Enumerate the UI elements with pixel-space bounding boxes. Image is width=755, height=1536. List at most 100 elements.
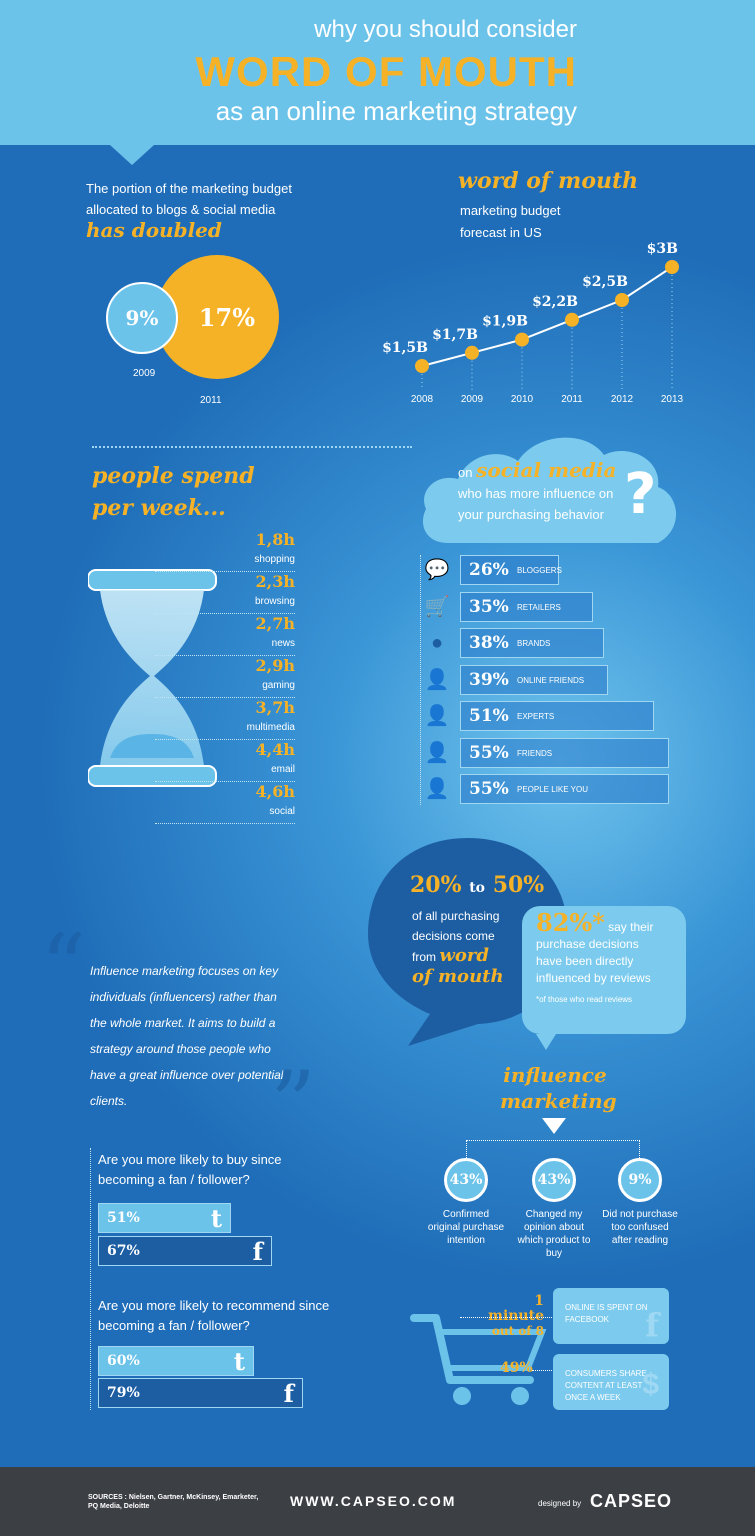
forecast-point bbox=[665, 260, 679, 274]
forecast-sub1: marketing budget bbox=[460, 203, 561, 218]
footer-sources: SOURCES : Nielsen, Gartner, McKinsey, Em… bbox=[88, 1494, 259, 1510]
wom-range-a: 20% bbox=[410, 872, 462, 898]
influence-label: BLOGGERS bbox=[517, 566, 562, 575]
reviews-text: 82%* say their purchase decisions have b… bbox=[536, 911, 682, 1008]
footer-site-link[interactable]: WWW.CAPSEO.COM bbox=[290, 1493, 457, 1509]
person-heart-icon: 👤 bbox=[424, 778, 450, 800]
circle-2009: 9% bbox=[106, 282, 178, 354]
label-2009: 2009 bbox=[133, 368, 156, 379]
influence-circle: 43% bbox=[444, 1158, 488, 1202]
week-item: 4,6h social bbox=[155, 782, 295, 824]
twitter-recommend-pct: 60% bbox=[107, 1353, 140, 1369]
week-hours: 4,4h bbox=[255, 740, 295, 759]
forecast-value-label: $1,5B bbox=[382, 340, 428, 356]
forecast-sub2: forecast in US bbox=[460, 225, 542, 240]
footer: SOURCES : Nielsen, Gartner, McKinsey, Em… bbox=[0, 1467, 755, 1536]
week-activity: browsing bbox=[254, 596, 295, 607]
week-activity: news bbox=[271, 638, 295, 649]
twitter-icon: t bbox=[210, 1204, 222, 1233]
cloud-shape bbox=[422, 437, 677, 543]
budget-line1: The portion of the marketing budget bbox=[86, 181, 292, 196]
week-hours: 2,7h bbox=[255, 614, 295, 633]
value-2011: 17% bbox=[198, 302, 255, 332]
influence-bar: 26% BLOGGERS bbox=[460, 555, 562, 585]
fans-q1: Are you more likely to buy since becomin… bbox=[98, 1152, 282, 1187]
budget-emph: has doubled bbox=[86, 218, 222, 242]
wom-range: 20% to 50% bbox=[410, 872, 544, 898]
influence-bar: 55% FRIENDS bbox=[460, 737, 669, 768]
forecast-year-label: 2008 bbox=[411, 394, 434, 405]
influence-label: ONLINE FRIENDS bbox=[517, 675, 585, 685]
header-title: WORD OF MOUTH bbox=[195, 48, 577, 95]
wom-from: from bbox=[412, 950, 436, 964]
influence-title: influence marketing bbox=[500, 1062, 617, 1114]
twitter-buy-pct: 51% bbox=[107, 1210, 140, 1226]
influence-bar: 35% RETAILERS bbox=[460, 591, 593, 622]
forecast-value-label: $1,7B bbox=[432, 327, 478, 343]
influence-pct: 38% bbox=[469, 633, 509, 653]
question-mark-icon: ? bbox=[624, 462, 657, 527]
forecast-year-label: 2009 bbox=[461, 394, 484, 405]
week-title1: people spend bbox=[92, 463, 255, 489]
reviews-l1: say their bbox=[608, 920, 654, 934]
label-2011: 2011 bbox=[200, 395, 222, 406]
week-item: 2,7h news bbox=[155, 614, 295, 656]
twitter-buy-bar: 51% t bbox=[98, 1203, 231, 1233]
value-2009: 9% bbox=[125, 306, 159, 330]
week-item: 2,3h browsing bbox=[155, 572, 295, 614]
open-quote-icon: “ bbox=[40, 915, 87, 1020]
wom-to: to bbox=[469, 880, 486, 896]
forecast-point bbox=[615, 293, 629, 307]
forecast-year-label: 2010 bbox=[511, 394, 534, 405]
quote-text: Influence marketing focuses on key indiv… bbox=[90, 964, 284, 1108]
header-notch bbox=[110, 145, 154, 165]
person-tie-icon: 👤 bbox=[424, 705, 450, 727]
forecast-value-label: $1,9B bbox=[482, 314, 528, 330]
social-q2: your purchasing behavior bbox=[458, 507, 604, 522]
influence-pct: 51% bbox=[469, 706, 509, 726]
twitter-recommend-bar: 60% t bbox=[98, 1346, 254, 1376]
forecast-value-label: $2,5B bbox=[582, 274, 628, 290]
week-activity: shopping bbox=[254, 554, 295, 565]
forecast-year-label: 2011 bbox=[561, 394, 583, 405]
social-pre: on bbox=[458, 465, 473, 480]
fans-q2: Are you more likely to recommend since b… bbox=[98, 1298, 330, 1333]
influence-pct: 39% bbox=[469, 669, 509, 690]
forecast-value-label: $3B bbox=[647, 241, 678, 257]
facebook-buy-pct: 67% bbox=[107, 1243, 140, 1259]
forecast-point bbox=[465, 345, 479, 360]
reviews-pct: 82%* bbox=[536, 908, 605, 937]
influence-label: EXPERTS bbox=[517, 712, 555, 721]
person-add-icon: 👤 bbox=[424, 741, 450, 764]
influence-circle: 43% bbox=[532, 1158, 576, 1202]
week-hours: 4,6h bbox=[255, 782, 295, 801]
week-activity: multimedia bbox=[246, 722, 295, 733]
influence-label: FRIENDS bbox=[517, 748, 553, 758]
capseo-logo: CAPSEO bbox=[590, 1491, 673, 1511]
facebook-recommend-pct: 79% bbox=[107, 1385, 140, 1401]
social-q1: who has more influence on bbox=[458, 486, 614, 501]
stat-a-text: ONLINE IS SPENT ON FACEBOOK bbox=[565, 1303, 648, 1324]
social-emph: social media bbox=[476, 458, 617, 482]
influence-circle: 9% bbox=[618, 1158, 662, 1202]
stat-a-line2: out of 8 bbox=[491, 1324, 544, 1338]
influence-label: Confirmed original purchase intention bbox=[427, 1209, 505, 1246]
reviews-l3: have been directly bbox=[536, 954, 634, 968]
week-hours: 2,9h bbox=[255, 656, 295, 675]
reviews-l4: influenced by reviews bbox=[536, 971, 651, 985]
person-chat-icon: 👤 bbox=[424, 668, 450, 691]
influence-label: Changed my opinion about which product t… bbox=[517, 1209, 591, 1259]
influence-bar: 55% PEOPLE LIKE YOU bbox=[460, 774, 669, 804]
social-question: on social media who has more influence o… bbox=[458, 460, 658, 525]
week-item: 3,7h multimedia bbox=[155, 698, 295, 740]
stat-b-big: 49% bbox=[500, 1360, 533, 1376]
reviews-bubble bbox=[522, 906, 686, 1034]
bars-guide bbox=[420, 555, 421, 805]
week-activity: gaming bbox=[262, 680, 295, 691]
wom-emph1: word bbox=[439, 945, 489, 966]
week-item: 2,9h gaming bbox=[155, 656, 295, 698]
reviews-tail bbox=[536, 1034, 556, 1050]
influence-bar: 39% ONLINE FRIENDS bbox=[460, 664, 608, 695]
cart-icon: 🛒 bbox=[424, 595, 450, 618]
influence-pct: 26% bbox=[469, 560, 509, 580]
